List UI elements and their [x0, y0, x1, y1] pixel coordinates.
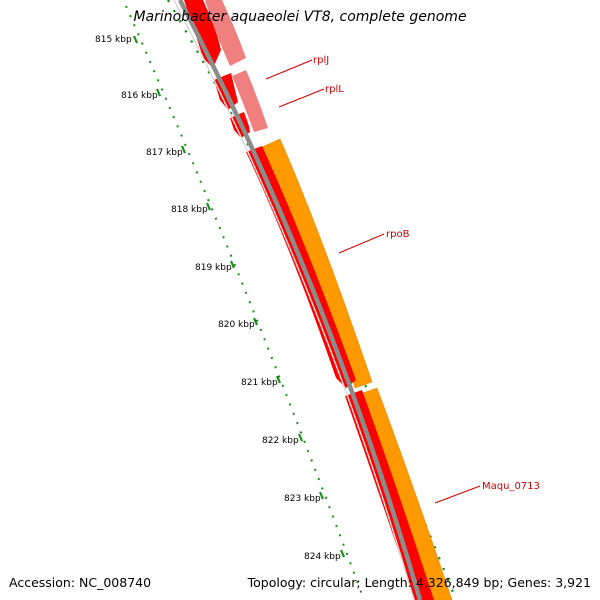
ruler-tick-mark [297, 433, 304, 442]
accession-text: Accession: NC_008740 [9, 575, 152, 590]
ruler-tick-mark [275, 375, 282, 384]
ruler-tick-mark [132, 35, 139, 44]
rpob-gene-block [261, 138, 373, 389]
cds-arrow-1 [184, 0, 221, 68]
rplj-leader-line [265, 59, 313, 80]
ruler-ticks: 815 kbp 816 kbp 817 kbp 818 kbp 819 kbp … [95, 35, 346, 562]
ruler-tick-mark [318, 491, 325, 500]
gene-label-maqu0713[interactable]: Maqu_0713 [482, 481, 540, 492]
ruler-tick-label: 816 kbp [121, 91, 158, 101]
rpob-leader-line [338, 233, 385, 254]
ruler-tick-label: 819 kbp [195, 263, 232, 273]
rpll-leader-line [278, 88, 325, 108]
genome-summary-text: Topology: circular; Length: 4,326,849 bp… [247, 575, 591, 590]
ruler-tick-label: 815 kbp [95, 35, 132, 45]
gene-label-rpob[interactable]: rpoB [386, 229, 410, 240]
ruler-tick-label: 821 kbp [241, 378, 278, 388]
ruler-tick-label: 818 kbp [171, 205, 208, 215]
ruler-tick-mark [180, 145, 187, 154]
ruler-tick-label: 820 kbp [218, 320, 255, 330]
maqu0713-leader-line [434, 485, 481, 504]
ruler-tick-mark [205, 202, 212, 211]
gene-label-rpll[interactable]: rplL [325, 84, 344, 95]
ruler-tick-mark [155, 88, 162, 97]
rpll-gene-pale-block [232, 70, 268, 132]
ruler-tick-label: 817 kbp [146, 148, 183, 158]
ruler-tick-mark [252, 317, 259, 326]
ruler-tick-label: 824 kbp [304, 552, 341, 562]
genome-backbone-inner [173, 0, 415, 600]
gene-label-rplj[interactable]: rplJ [313, 55, 329, 66]
ruler-tick-label: 823 kbp [284, 494, 321, 504]
ruler-tick-mark [339, 549, 346, 558]
rplj-gene-pale-block [205, 0, 246, 66]
map-title: Marinobacter aquaeolei VT8, complete gen… [133, 9, 467, 25]
genome-backbone [178, 0, 423, 600]
ruler-tick-label: 822 kbp [262, 436, 299, 446]
rpob-cds-arrow [246, 146, 356, 388]
ruler-tick-mark [229, 260, 236, 269]
